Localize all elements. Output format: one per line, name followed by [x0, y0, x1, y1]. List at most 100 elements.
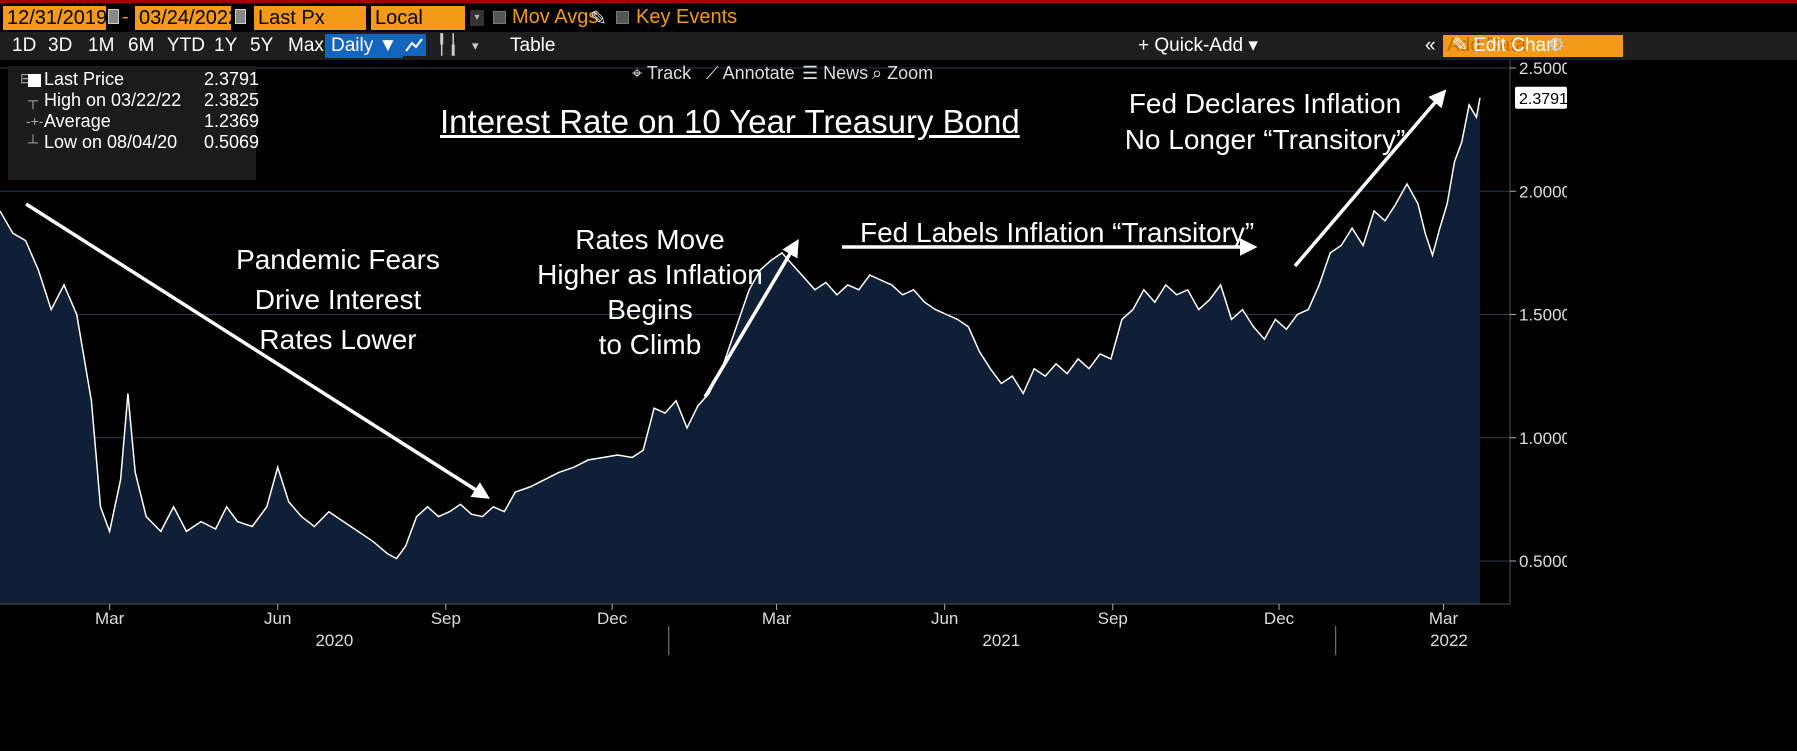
annotation-line: Higher as Inflation	[537, 259, 763, 290]
arrow-up	[703, 238, 799, 398]
low-icon: ┴	[28, 134, 38, 150]
annotation-line: Drive Interest	[254, 284, 422, 315]
range-3d-button[interactable]: 3D	[48, 35, 73, 56]
top-toolbar: 12/31/2019 - 03/24/2022 Last Px Local CC…	[0, 0, 1797, 53]
mov-avgs-label[interactable]: Mov Avgs	[512, 6, 599, 28]
gear-icon[interactable]: ⚙	[1548, 35, 1566, 56]
calendar-icon[interactable]	[235, 9, 246, 24]
pencil-icon[interactable]: ✎	[590, 8, 607, 30]
y-axis: 2.5000 2.0000 1.5000 1.0000 0.5000	[1510, 60, 1567, 571]
rate-chart[interactable]: 2.5000 2.0000 1.5000 1.0000 0.5000 Mar Jun Sep…	[0, 60, 1567, 655]
line-chart-icon[interactable]	[402, 34, 426, 56]
last-value-marker: 2.3791	[1515, 86, 1567, 109]
x-tick-label: Jun	[931, 609, 958, 628]
zoom-button[interactable]: ⌕ Zoom	[872, 63, 933, 84]
series-color-swatch	[28, 74, 41, 87]
y-tick-label: 1.0000	[1519, 429, 1567, 448]
range-max-button[interactable]: Max	[288, 35, 324, 56]
range-5y-button[interactable]: 5Y	[250, 35, 274, 56]
x-tick-label: Mar	[1429, 609, 1459, 628]
range-1m-button[interactable]: 1M	[88, 35, 115, 56]
news-button[interactable]: ☰ News	[802, 63, 868, 84]
legend-last-label: Last Price	[44, 69, 125, 89]
legend-low-value: 0.5069	[204, 132, 260, 152]
zoom-label: Zoom	[887, 63, 934, 83]
range-ytd-button[interactable]: YTD	[167, 35, 205, 56]
range-1d-button[interactable]: 1D	[12, 35, 37, 56]
key-events-label[interactable]: Key Events	[636, 6, 738, 28]
high-icon: ┬	[28, 92, 38, 108]
track-label: Track	[646, 63, 692, 83]
x-axis: Mar Jun Sep Dec Mar Jun Sep Dec Mar 2020 2021 2022	[95, 604, 1468, 655]
add-data-input[interactable]: Add Data	[1443, 35, 1623, 57]
annotate-label: Annotate	[722, 63, 795, 83]
zoom-icon: ⌕	[872, 63, 888, 83]
x-tick-label: Mar	[762, 609, 792, 628]
legend-high-value: 2.3825	[204, 90, 260, 110]
collapse-icon[interactable]: «	[1425, 35, 1436, 56]
currency-selector[interactable]: Local CCY	[371, 6, 465, 53]
field-selector[interactable]: Last Px	[254, 6, 366, 30]
annotation-line: Pandemic Fears	[236, 244, 440, 275]
x-tick-label: Jun	[264, 609, 291, 628]
legend-average-value: 1.2369	[204, 111, 260, 131]
start-date-field[interactable]: 12/31/2019	[3, 6, 107, 30]
transitory-annotation: Fed Labels Inflation “Transitory”	[860, 217, 1255, 248]
legend-average-label: Average	[44, 111, 111, 131]
no-longer-annotation: Fed Declares Inflation No Longer “Transi…	[1110, 86, 1420, 158]
date-separator: -	[122, 6, 129, 28]
annotation-line: Begins	[607, 294, 693, 325]
crosshair-icon: ⌖	[632, 63, 647, 83]
y-tick-label: 2.5000	[1519, 60, 1567, 78]
legend-low-label: Low on 08/04/20	[44, 132, 178, 152]
edit-chart-button[interactable]: ✎ Edit Chart	[1452, 35, 1558, 56]
quick-add-button[interactable]: + Quick-Add ▾	[1138, 35, 1258, 56]
annotation-line: to Climb	[598, 329, 702, 360]
chart-title: Interest Rate on 10 Year Treasury Bond	[440, 103, 1020, 140]
arrow-down	[25, 202, 490, 499]
frequency-dropdown[interactable]: Daily ▼	[325, 34, 404, 58]
bar-chart-icon[interactable]: ╿╽	[436, 35, 459, 56]
y-tick-label: 2.0000	[1519, 182, 1567, 201]
end-date-field[interactable]: 03/24/2022	[135, 6, 239, 30]
x-tick-label: Dec	[597, 609, 628, 628]
chevron-down-icon[interactable]: ▾	[470, 10, 484, 26]
y-tick-label: 0.5000	[1519, 552, 1567, 571]
y-tick-label: 1.5000	[1519, 306, 1567, 325]
collapse-icon[interactable]: ⊟	[20, 70, 32, 86]
legend: ⊟ Last Price 2.3791 ┬ High on 03/22/22 2…	[8, 66, 260, 180]
annotation-line: No Longer “Transitory”	[1124, 124, 1406, 155]
news-label: News	[823, 63, 869, 83]
news-icon: ☰	[802, 63, 824, 83]
range-nav-bar: 1D 3D 1M 6M YTD 1Y 5Y Max Daily ▼ ╿╽ ▾ T…	[0, 32, 1797, 60]
calendar-icon[interactable]	[108, 9, 119, 24]
year-label: 2020	[315, 631, 353, 650]
annotate-button[interactable]: ⟋ Annotate	[706, 63, 795, 84]
pandemic-annotation: Pandemic Fears Drive Interest Rates Lowe…	[208, 240, 468, 360]
arrow-up	[1293, 89, 1447, 268]
rates-move-annotation: Rates Move Higher as Inflation Begins to…	[522, 222, 778, 362]
last-value-box	[1515, 86, 1567, 109]
key-events-checkbox[interactable]	[616, 11, 629, 24]
year-label: 2022	[1430, 631, 1468, 650]
year-label: 2021	[982, 631, 1020, 650]
mov-avgs-checkbox[interactable]	[493, 11, 506, 24]
chevron-down-icon[interactable]: ▾	[472, 38, 479, 53]
price-line	[0, 97, 1481, 560]
price-area	[0, 97, 1480, 605]
legend-high-label: High on 03/22/22	[44, 90, 182, 110]
last-value-label: 2.3791	[1519, 91, 1567, 108]
annotate-icon: ⟋	[706, 63, 723, 83]
x-tick-label: Sep	[431, 609, 461, 628]
average-icon: -+-	[26, 113, 44, 129]
track-button[interactable]: ⌖ Track	[632, 63, 691, 84]
table-button[interactable]: Table	[510, 35, 556, 56]
range-1y-button[interactable]: 1Y	[214, 35, 238, 56]
annotation-line: Rates Move	[575, 224, 725, 255]
x-tick-label: Dec	[1264, 609, 1295, 628]
annotation-line: Fed Declares Inflation	[1128, 88, 1402, 119]
range-6m-button[interactable]: 6M	[128, 35, 155, 56]
x-tick-label: Mar	[95, 609, 125, 628]
annotation-line: Rates Lower	[259, 324, 417, 355]
line-chart-icon	[405, 38, 423, 52]
